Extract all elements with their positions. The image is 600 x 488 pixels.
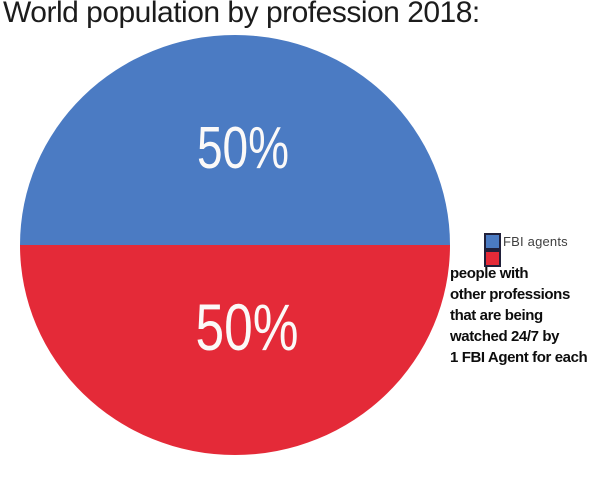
legend-label-other: people with other professions that are b… (450, 265, 588, 366)
legend-swatch-other (484, 250, 501, 267)
legend-swatch-fbi (484, 233, 501, 250)
pie-slice-other-professions (20, 245, 450, 455)
legend-label-fbi: FBI agents (503, 234, 568, 249)
pie-slice-fbi-agents (20, 35, 450, 245)
slice-percentage-label-fbi: 50% (196, 115, 290, 181)
chart-title: World population by profession 2018: (3, 0, 480, 29)
slice-percentage-label-other: 50% (195, 290, 299, 364)
pie-chart (20, 35, 450, 455)
